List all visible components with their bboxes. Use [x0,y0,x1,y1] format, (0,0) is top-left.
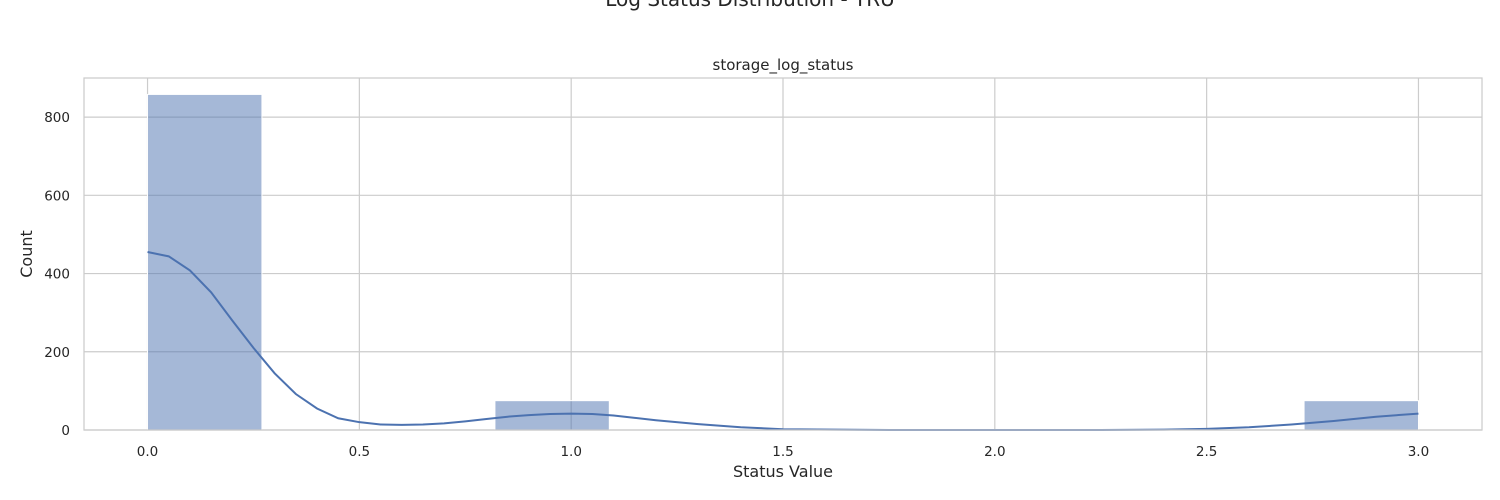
y-tick-label: 0 [61,423,70,439]
chart-title: storage_log_status [713,56,854,75]
histogram-bar [147,93,263,431]
y-tick-label: 400 [44,267,70,283]
x-tick-label: 1.0 [560,444,581,460]
chart-suptitle: Log Status Distribution - TRU [605,0,895,11]
y-tick-label: 800 [44,110,70,126]
x-tick-label: 2.0 [984,444,1005,460]
plot-frame [83,77,1483,431]
y-tick-labels: 0 200 400 600 800 [44,110,70,439]
y-axis-label: Count [17,230,36,278]
x-tick-label: 0.5 [349,444,370,460]
x-tick-labels: 0.0 0.5 1.0 1.5 2.0 2.5 3.0 [137,444,1429,460]
x-axis-label: Status Value [733,462,833,481]
x-tick-label: 2.5 [1196,444,1217,460]
y-tick-label: 200 [44,345,70,361]
x-tick-label: 0.0 [137,444,158,460]
x-tick-label: 3.0 [1408,444,1429,460]
plot-area [83,77,1483,431]
x-tick-label: 1.5 [772,444,793,460]
y-tick-label: 600 [44,188,70,204]
histogram-bar [494,400,610,431]
histogram-bar [1303,400,1419,431]
